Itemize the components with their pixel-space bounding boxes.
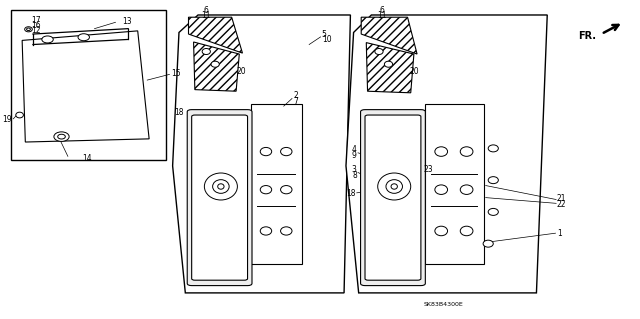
Text: 14: 14	[82, 154, 92, 163]
Text: 8: 8	[352, 171, 356, 180]
Ellipse shape	[435, 185, 447, 195]
Ellipse shape	[42, 36, 53, 43]
Text: 20: 20	[236, 67, 246, 76]
Polygon shape	[22, 31, 149, 142]
Text: 1: 1	[557, 229, 561, 238]
Polygon shape	[173, 15, 351, 293]
Text: 20: 20	[410, 67, 419, 76]
Text: 10: 10	[322, 35, 332, 44]
Polygon shape	[346, 15, 547, 293]
Ellipse shape	[54, 132, 69, 141]
Ellipse shape	[386, 180, 403, 193]
Polygon shape	[11, 10, 166, 160]
Text: FR.: FR.	[578, 31, 596, 41]
Ellipse shape	[218, 184, 224, 189]
Ellipse shape	[280, 186, 292, 194]
Polygon shape	[27, 34, 144, 140]
Text: 5: 5	[322, 30, 326, 39]
Polygon shape	[193, 42, 239, 91]
Text: 7: 7	[293, 97, 298, 106]
Ellipse shape	[460, 226, 473, 236]
Text: 16: 16	[31, 21, 41, 30]
Polygon shape	[425, 104, 484, 264]
Text: 4: 4	[352, 145, 356, 154]
Ellipse shape	[488, 177, 499, 184]
Ellipse shape	[280, 147, 292, 156]
Text: 18: 18	[174, 108, 184, 117]
Ellipse shape	[460, 147, 473, 156]
Polygon shape	[361, 17, 417, 54]
Text: 23: 23	[424, 165, 433, 174]
Ellipse shape	[58, 134, 65, 139]
Text: 3: 3	[352, 165, 356, 174]
Ellipse shape	[78, 34, 90, 41]
Ellipse shape	[460, 185, 473, 195]
Text: 6: 6	[204, 6, 209, 15]
Ellipse shape	[212, 180, 229, 193]
Ellipse shape	[435, 147, 447, 156]
Text: 17: 17	[31, 16, 41, 25]
Polygon shape	[251, 104, 301, 264]
Ellipse shape	[488, 145, 499, 152]
Ellipse shape	[378, 173, 411, 200]
FancyBboxPatch shape	[365, 115, 421, 280]
Ellipse shape	[260, 147, 271, 156]
Ellipse shape	[27, 28, 30, 31]
Text: 2: 2	[293, 92, 298, 100]
Ellipse shape	[391, 184, 397, 189]
Text: 18: 18	[346, 189, 355, 198]
Text: 13: 13	[122, 17, 131, 26]
Ellipse shape	[211, 61, 220, 67]
Text: 21: 21	[557, 194, 566, 203]
Polygon shape	[189, 17, 243, 53]
Text: SK83B4300E: SK83B4300E	[424, 301, 463, 307]
Text: 15: 15	[171, 69, 180, 78]
Text: 22: 22	[557, 200, 566, 209]
Ellipse shape	[260, 186, 271, 194]
Polygon shape	[366, 43, 414, 93]
Ellipse shape	[435, 226, 447, 236]
FancyBboxPatch shape	[360, 110, 426, 286]
Ellipse shape	[280, 227, 292, 235]
Ellipse shape	[375, 48, 383, 55]
Ellipse shape	[16, 112, 24, 118]
FancyBboxPatch shape	[188, 110, 252, 286]
Ellipse shape	[204, 173, 237, 200]
Text: 19: 19	[3, 115, 12, 124]
Ellipse shape	[202, 48, 211, 55]
Text: 11: 11	[202, 11, 211, 20]
Ellipse shape	[488, 208, 499, 215]
Text: 12: 12	[32, 26, 41, 35]
FancyBboxPatch shape	[191, 115, 248, 280]
Text: 11: 11	[378, 11, 387, 20]
Text: 6: 6	[380, 6, 385, 15]
Ellipse shape	[385, 61, 392, 67]
Ellipse shape	[260, 227, 271, 235]
Text: 9: 9	[352, 151, 356, 160]
Ellipse shape	[25, 27, 32, 32]
Ellipse shape	[483, 240, 493, 247]
